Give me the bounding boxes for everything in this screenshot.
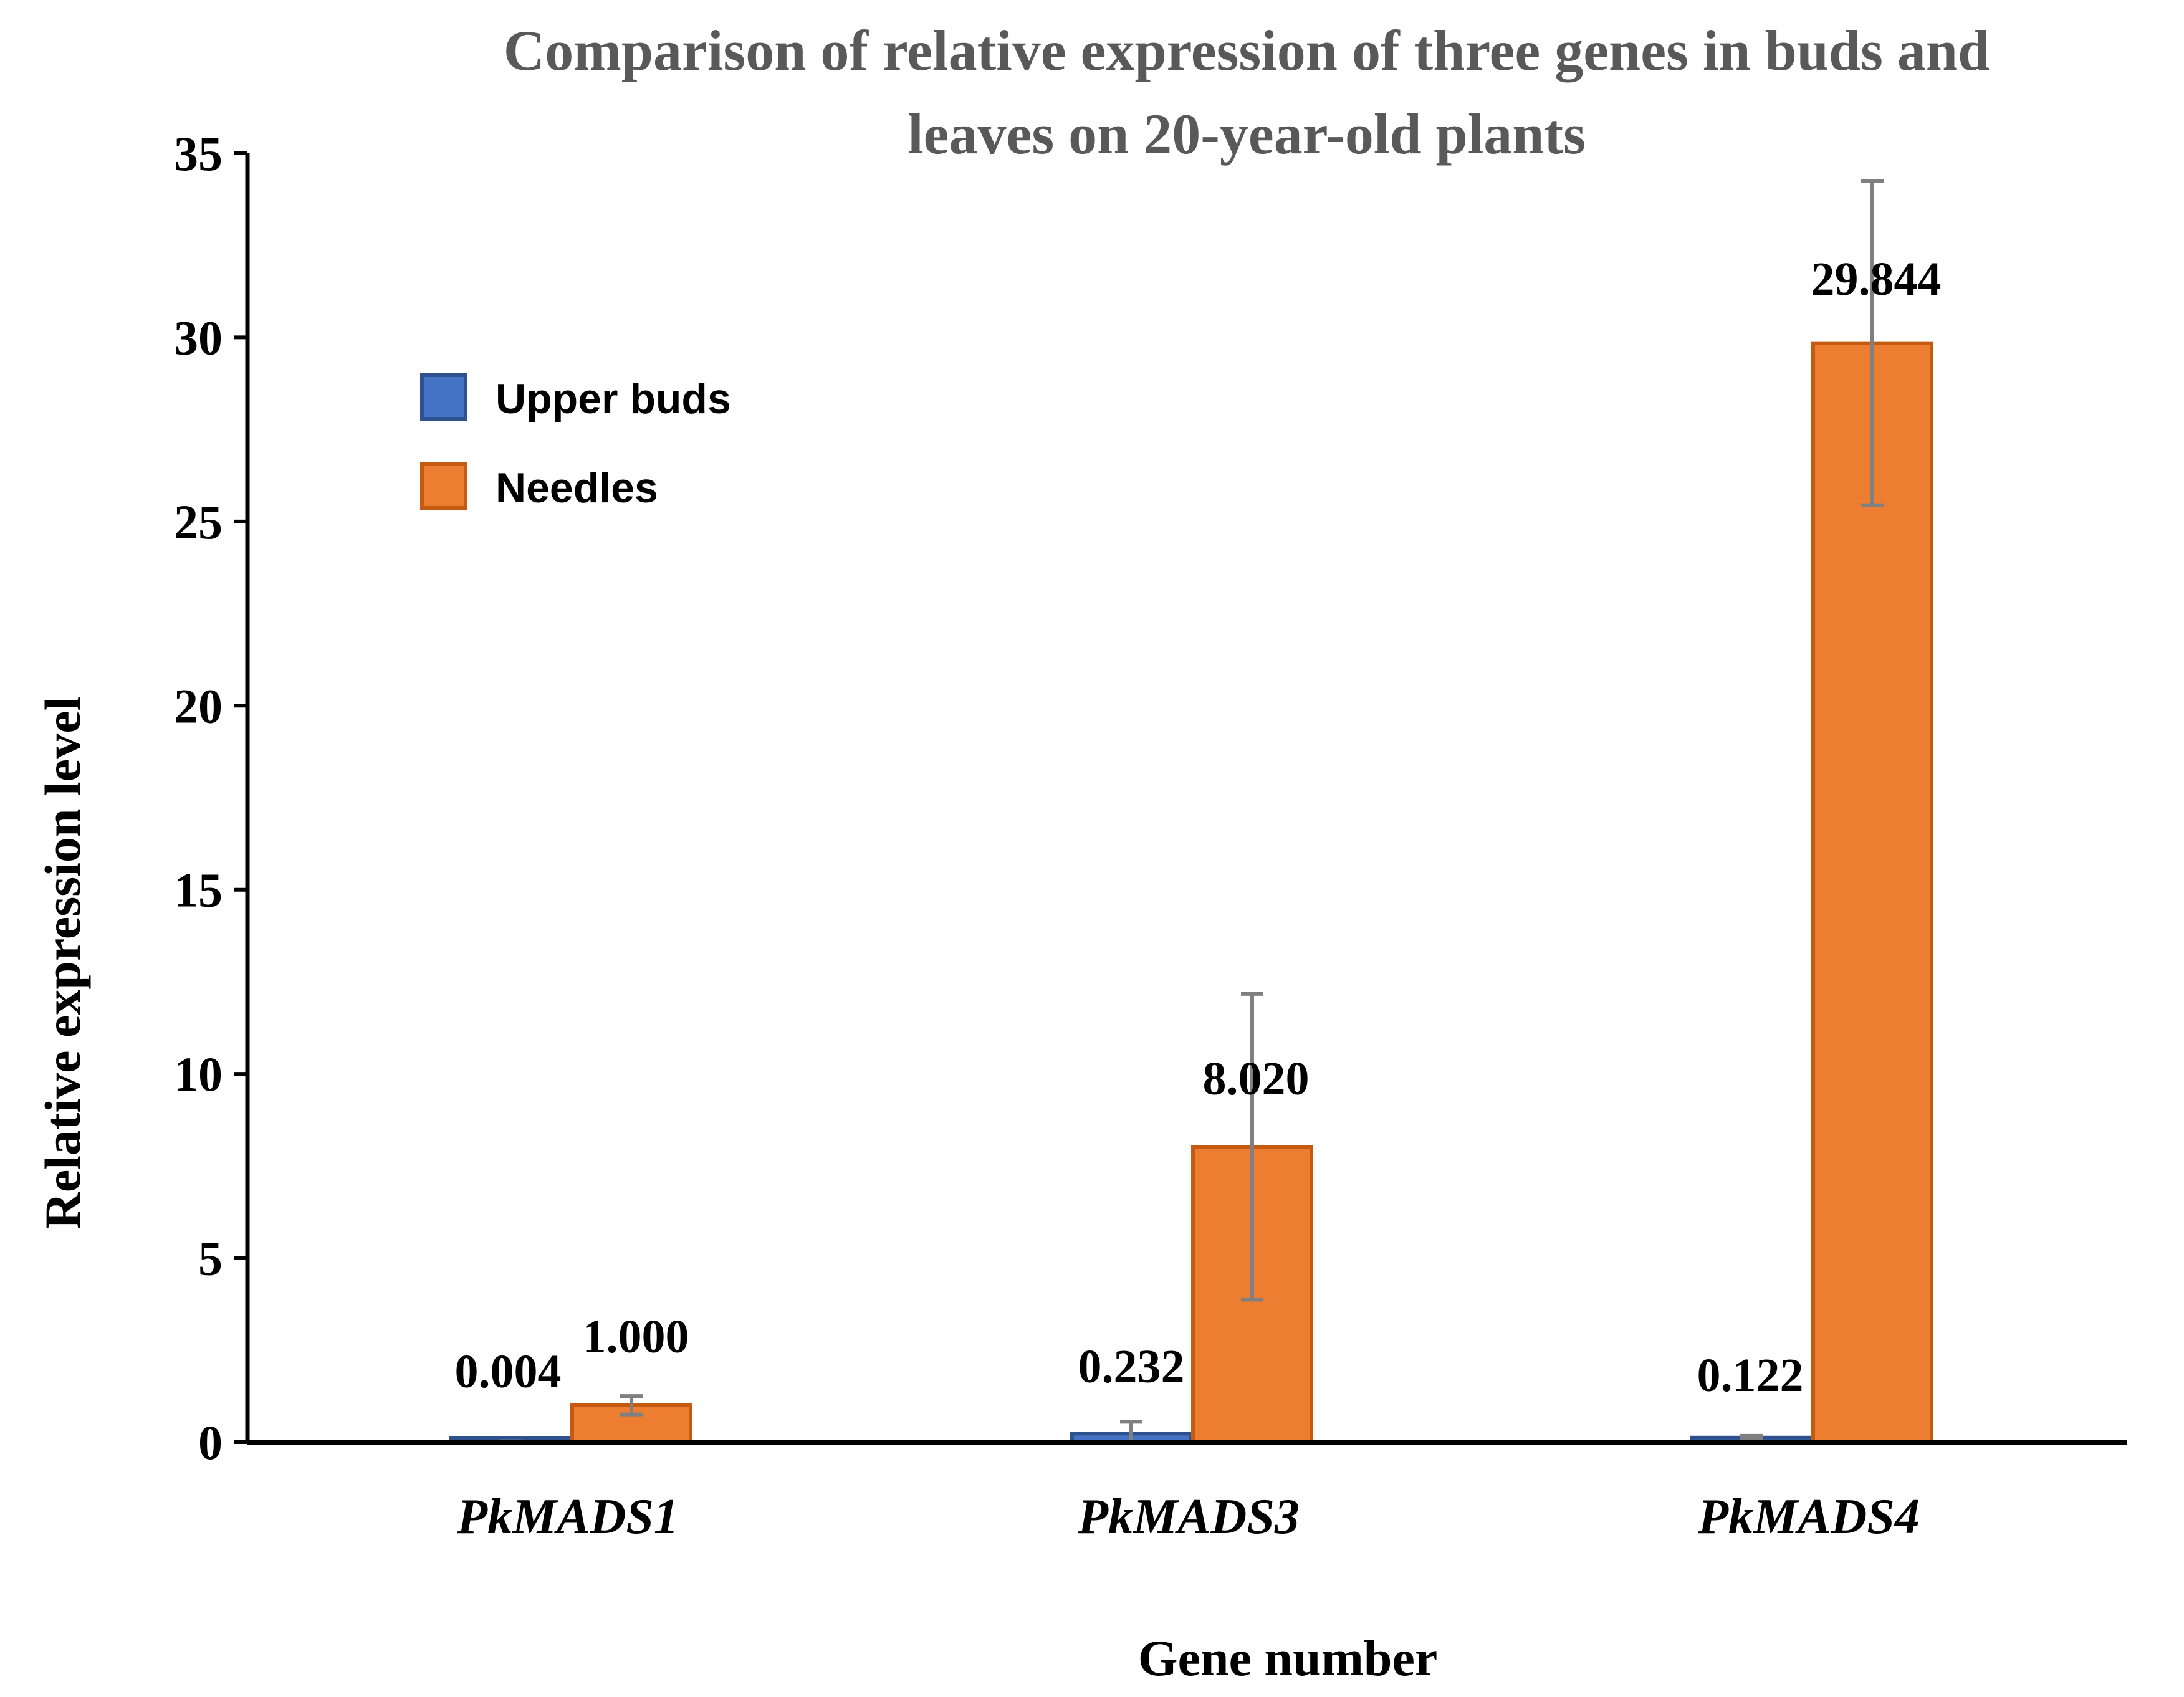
y-tick-label: 25 — [174, 495, 223, 549]
chart-title-line-2: leaves on 20-year-old plants — [908, 102, 1586, 166]
y-tick-label: 5 — [198, 1231, 223, 1286]
y-tick-label: 10 — [174, 1047, 223, 1101]
x-axis-title: Gene number — [1138, 1630, 1438, 1686]
chart-title-line-1: Comparison of relative expression of thr… — [504, 19, 1990, 82]
y-tick-label: 20 — [174, 679, 223, 733]
y-tick-label: 0 — [198, 1415, 223, 1470]
legend-label-needles: Needles — [496, 464, 658, 512]
bars — [449, 341, 1933, 1445]
data-label: 1.000 — [583, 1311, 689, 1363]
data-label: 29.844 — [1811, 253, 1942, 305]
data-label: 0.232 — [1078, 1341, 1185, 1393]
y-tick-label: 15 — [174, 863, 223, 917]
data-label: 8.020 — [1203, 1053, 1310, 1105]
legend: Upper buds Needles — [420, 373, 731, 512]
data-label: 0.004 — [455, 1346, 562, 1398]
category-label: PkMADS3 — [1077, 1489, 1300, 1544]
chart-title: Comparison of relative expression of thr… — [504, 19, 1990, 166]
y-axis-ticks: 0 5 10 15 20 25 30 35 — [174, 127, 247, 1470]
y-tick-label: 30 — [174, 310, 223, 365]
y-axis-title: Relative expression level — [34, 697, 91, 1230]
category-label: PkMADS1 — [456, 1489, 679, 1544]
legend-label-upper-buds: Upper buds — [496, 375, 731, 423]
data-labels: 0.004 1.000 0.232 8.020 0.122 29.844 — [455, 253, 1942, 1402]
category-labels: PkMADS1 PkMADS3 PkMADS4 — [456, 1489, 1920, 1544]
bar-needles — [1811, 341, 1933, 1444]
data-label: 0.122 — [1697, 1349, 1804, 1402]
y-tick-label: 35 — [174, 127, 223, 181]
category-label: PkMADS4 — [1697, 1489, 1920, 1544]
legend-swatch-upper-buds — [420, 373, 467, 421]
legend-swatch-needles — [420, 462, 467, 510]
